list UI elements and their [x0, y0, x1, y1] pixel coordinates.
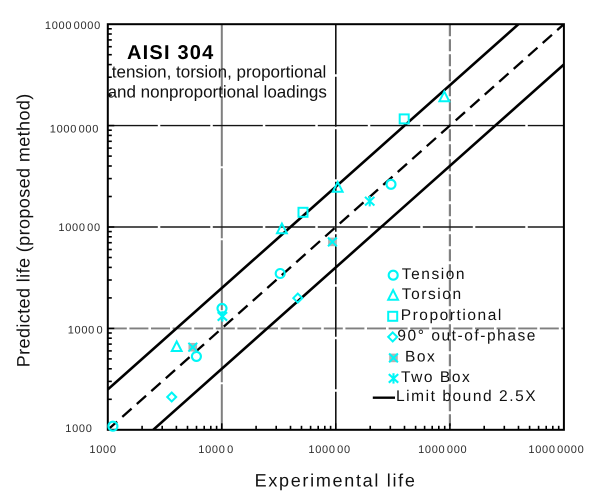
svg-text:and nonproportional loadings: and nonproportional loadings [108, 83, 327, 102]
svg-text:Box: Box [405, 349, 436, 366]
svg-text:Two Box: Two Box [401, 369, 471, 386]
svg-text:Predicted life (proposed metho: Predicted life (proposed method) [14, 93, 34, 367]
svg-text:1000: 1000 [65, 423, 92, 435]
svg-text:Proportional: Proportional [401, 307, 503, 324]
svg-text:AISI 304: AISI 304 [127, 42, 214, 64]
svg-text:Torsion: Torsion [402, 286, 463, 303]
svg-text:Limit bound 2.5X: Limit bound 2.5X [396, 388, 537, 405]
svg-text:Experimental life: Experimental life [255, 471, 417, 491]
svg-text:90° out-of-phase: 90° out-of-phase [397, 328, 537, 345]
svg-text:Tension: Tension [402, 266, 466, 283]
svg-text:tension, torsion, proportional: tension, torsion, proportional [112, 62, 327, 81]
svg-text:1000: 1000 [89, 444, 116, 456]
